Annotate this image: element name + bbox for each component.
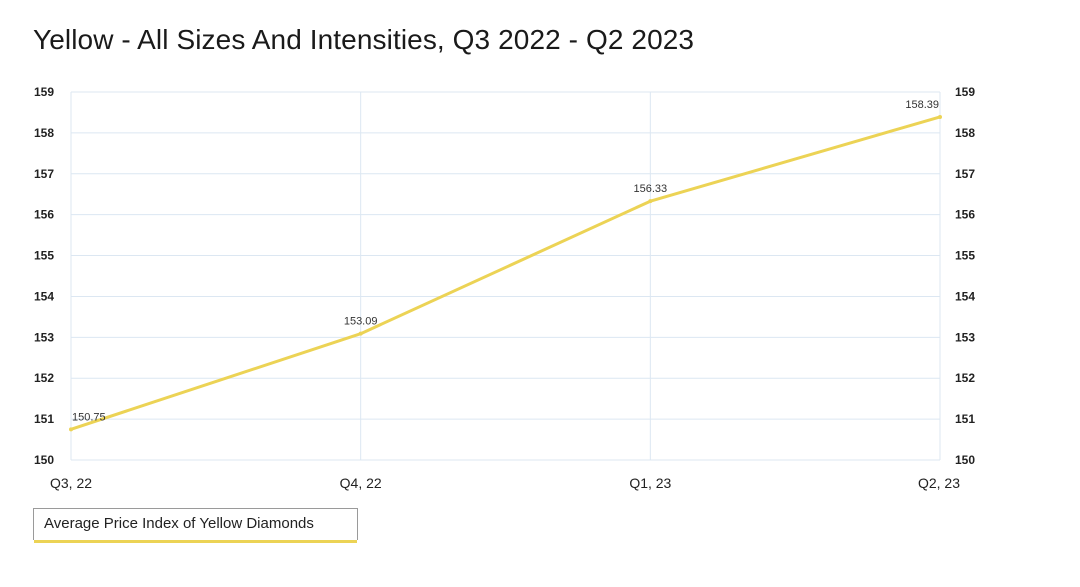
y-tick-label-left: 154 (34, 289, 54, 303)
y-tick-label-left: 157 (34, 167, 54, 181)
y-tick-label-left: 159 (34, 85, 54, 99)
x-tick-label: Q2, 23 (918, 475, 960, 491)
y-tick-label-left: 155 (34, 249, 54, 263)
data-label: 150.75 (72, 411, 106, 423)
y-axis-left: 150 151 152 153 154 155 156 157 158 159 (34, 85, 54, 467)
y-tick-label-right: 158 (955, 126, 975, 140)
x-tick-label: Q3, 22 (50, 475, 92, 491)
grid-lines (70, 91, 941, 461)
y-tick-label-right: 155 (955, 249, 975, 263)
line-chart: 150 151 152 153 154 155 156 157 158 159 150 151 152… (34, 85, 975, 491)
data-point[interactable] (648, 199, 653, 204)
y-tick-label-left: 153 (34, 330, 54, 344)
y-tick-label-right: 152 (955, 371, 975, 385)
series-layer (69, 114, 942, 432)
y-tick-label-right: 157 (955, 167, 975, 181)
series-line-yellow-diamonds[interactable] (69, 115, 942, 431)
legend-item-yellow-diamonds[interactable]: Average Price Index of Yellow Diamonds (33, 508, 358, 543)
y-tick-label-right: 153 (955, 330, 975, 344)
data-label: 158.39 (905, 99, 939, 111)
data-labels: 150.75 153.09 156.33 158.39 (72, 99, 939, 423)
data-point[interactable] (69, 427, 73, 432)
x-tick-label: Q1, 23 (629, 475, 671, 491)
x-axis: Q3, 22 Q4, 22 Q1, 23 Q2, 23 (50, 475, 960, 491)
y-tick-label-left: 156 (34, 208, 54, 222)
data-point[interactable] (938, 114, 942, 119)
legend-label: Average Price Index of Yellow Diamonds (44, 515, 314, 532)
y-tick-label-left: 151 (34, 412, 54, 426)
legend-swatch (34, 540, 357, 543)
y-tick-label-right: 156 (955, 208, 975, 222)
y-axis-right: 150 151 152 153 154 155 156 157 158 159 (955, 85, 975, 467)
chart-title: Yellow - All Sizes And Intensities, Q3 2… (33, 24, 695, 55)
y-tick-label-right: 150 (955, 453, 975, 467)
y-tick-label-left: 158 (34, 126, 54, 140)
y-tick-label-right: 159 (955, 85, 975, 99)
data-label: 153.09 (344, 316, 378, 328)
data-label: 156.33 (634, 183, 668, 195)
x-tick-label: Q4, 22 (340, 475, 382, 491)
y-tick-label-right: 154 (955, 289, 975, 303)
y-tick-label-left: 150 (34, 453, 54, 467)
y-tick-label-left: 152 (34, 371, 54, 385)
data-point[interactable] (358, 331, 363, 336)
y-tick-label-right: 151 (955, 412, 975, 426)
